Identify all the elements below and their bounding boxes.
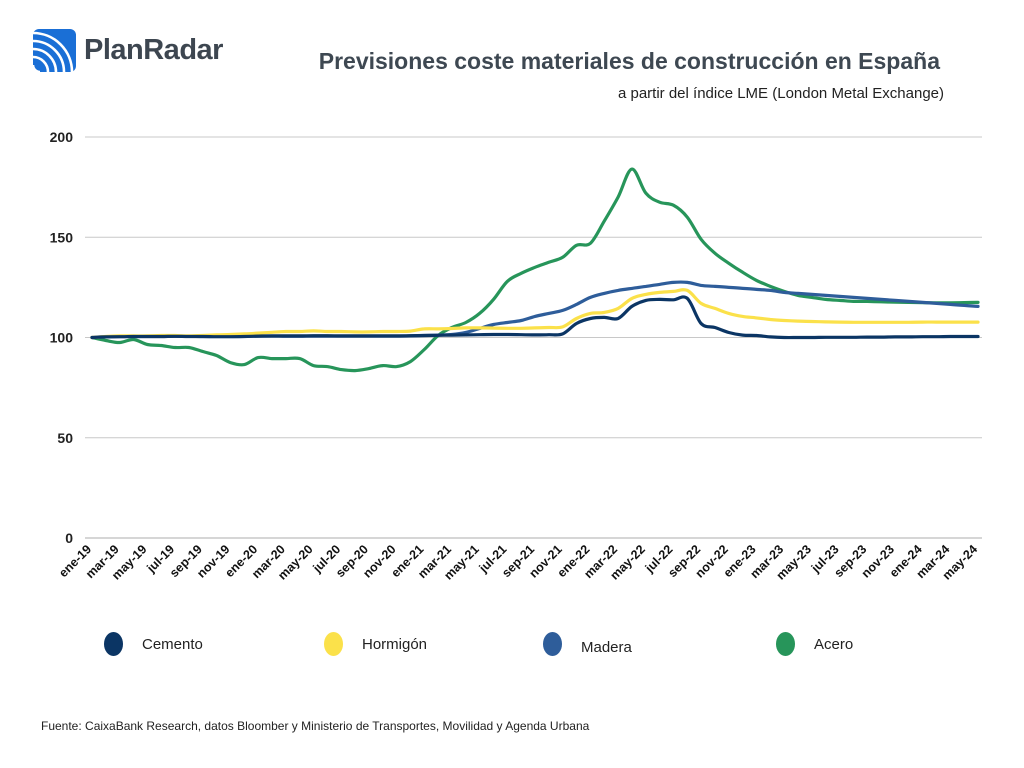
logo-text: PlanRadar xyxy=(84,34,223,66)
chart-title: Previsiones coste materiales de construc… xyxy=(318,48,940,74)
series-lines xyxy=(90,167,980,373)
legend-label: Cemento xyxy=(142,635,203,653)
legend-item-madera: Madera xyxy=(543,632,632,656)
radar-logo-icon xyxy=(33,29,76,72)
cemento-swatch-icon xyxy=(104,632,123,656)
series-line-acero xyxy=(90,167,980,373)
y-tick-label: 150 xyxy=(50,229,74,245)
y-tick-label: 50 xyxy=(57,430,73,446)
planradar-logo: PlanRadar xyxy=(33,29,223,72)
legend-label: Madera xyxy=(581,638,632,656)
series-line-hormigon xyxy=(90,288,980,340)
source-note: Fuente: CaixaBank Research, datos Bloomb… xyxy=(41,719,590,733)
y-tick-label: 0 xyxy=(65,530,73,546)
series-line-cemento xyxy=(90,295,980,340)
legend-item-acero: Acero xyxy=(776,632,853,656)
madera-swatch-icon xyxy=(543,632,562,656)
line-chart: 0 50 100 150 200 ene-19mar-19may-19jul-19sep… xyxy=(50,129,982,583)
legend-item-cemento: Cemento xyxy=(104,632,203,656)
y-tick-label: 100 xyxy=(50,330,74,346)
x-axis-ticks: ene-19mar-19may-19jul-19sep-19nov-19ene-… xyxy=(56,542,980,582)
legend-label: Hormigón xyxy=(362,635,428,653)
acero-swatch-icon xyxy=(776,632,795,656)
legend-label: Acero xyxy=(814,635,854,653)
hormigon-swatch-icon xyxy=(324,632,343,656)
y-tick-label: 200 xyxy=(50,129,74,145)
legend-item-hormigon: Hormigón xyxy=(324,632,427,656)
chart-subtitle: a partir del índice LME (London Metal Ex… xyxy=(617,85,944,102)
y-axis-ticks: 0 50 100 150 200 xyxy=(50,129,74,546)
legend: Cemento Hormigón Madera Acero xyxy=(0,632,1024,662)
